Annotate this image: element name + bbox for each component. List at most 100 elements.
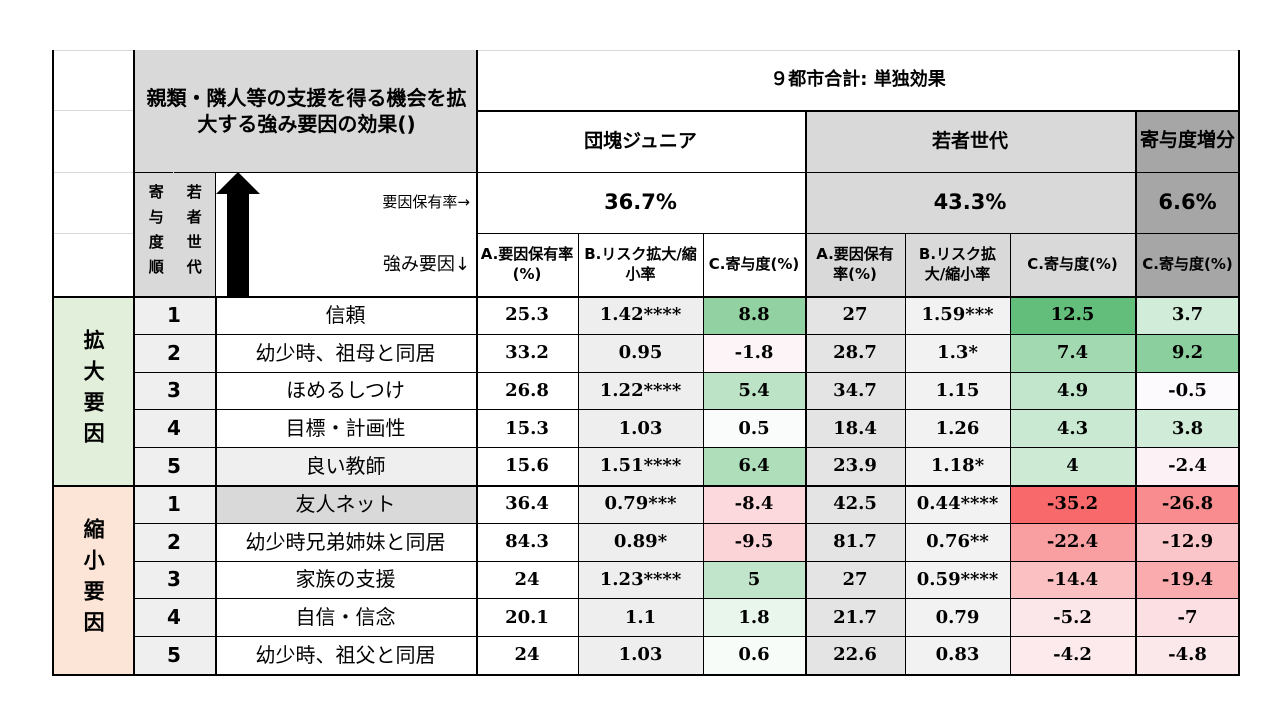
rule — [215, 172, 216, 296]
rate-cell: 27 — [805, 560, 905, 599]
rule — [133, 485, 1240, 487]
rank-cell: 4 — [167, 416, 181, 441]
rate-cell: 21.7 — [805, 598, 905, 637]
rate-cell: 36.4 — [505, 493, 549, 515]
risk-cell: 1.18* — [905, 447, 1010, 485]
group2-bg — [805, 110, 1135, 296]
table-title: 親類・隣人等の支援を得る機会を拡大する強み要因の効果() — [146, 86, 467, 136]
risk-cell: 0.79 — [905, 598, 1010, 637]
rate-cell: 33.2 — [505, 342, 549, 363]
grid-line — [52, 172, 133, 173]
rank-cell: 5 — [167, 454, 181, 479]
rule — [133, 172, 1240, 173]
rate-cell: 20.1 — [505, 606, 549, 628]
rate-cell: 25.3 — [505, 304, 549, 326]
rank-cell: 3 — [167, 378, 181, 403]
rate-cell: 24 — [514, 644, 540, 666]
contribution-cell: 1.8 — [703, 598, 805, 637]
factor-cell: 家族の支援 — [295, 567, 396, 592]
rule — [133, 598, 1240, 600]
rule — [133, 50, 135, 674]
sidebar-bg — [133, 172, 215, 296]
rate-cell: 28.7 — [805, 333, 905, 372]
rank-cell: 2 — [167, 529, 181, 554]
contribution-cell: 0.6 — [703, 636, 805, 674]
group3-bg — [1135, 110, 1240, 296]
rate-cell: 18.4 — [805, 409, 905, 448]
rate-cell: 26.8 — [505, 379, 549, 401]
grid-line — [52, 110, 133, 111]
contribution-cell: -22.4 — [1010, 522, 1135, 561]
risk-cell: 1.23**** — [578, 560, 703, 599]
contribution-cell: -1.8 — [703, 333, 805, 372]
risk-cell: 1.3* — [905, 333, 1010, 372]
subheader-col-c: C.寄与度(%) — [1142, 254, 1233, 273]
subheader-col-a: A.要因保有率(%) — [480, 245, 574, 283]
risk-cell: 0.95 — [578, 333, 703, 372]
arrow-up-icon — [227, 194, 249, 296]
rule — [52, 296, 1240, 298]
contribution-cell: 12.5 — [1010, 296, 1135, 334]
increment-cell: -26.8 — [1135, 485, 1240, 523]
factor-cell: 良い教師 — [215, 447, 476, 485]
possession-label: 要因保有率→ — [382, 192, 470, 211]
increment-cell: -2.4 — [1135, 447, 1240, 485]
rule — [52, 50, 54, 676]
rate-cell: 24 — [514, 568, 540, 590]
contribution-cell: 4.9 — [1010, 371, 1135, 410]
factor-cell: 友人ネット — [215, 485, 476, 523]
effects-table: 親類・隣人等の支援を得る機会を拡大する強み要因の効果() ９都市合計: 単独効果団… — [52, 50, 1240, 676]
rank-cell: 1 — [167, 491, 181, 516]
factor-label: 強み要因↓ — [382, 253, 470, 275]
rank-cell: 1 — [167, 302, 181, 327]
rule — [578, 233, 579, 674]
rule — [703, 233, 704, 674]
arrow-head-icon — [216, 172, 260, 194]
subheader-col-b: B.リスク拡大/縮小率 — [584, 245, 697, 283]
risk-cell: 1.51**** — [578, 447, 703, 485]
increment-cell: -12.9 — [1135, 522, 1240, 561]
rate-cell: 27 — [805, 296, 905, 334]
subheader-col-c: C.寄与度(%) — [708, 254, 800, 273]
contribution-cell: 4.3 — [1010, 409, 1135, 448]
subheader-col-c: C.寄与度(%) — [1027, 254, 1118, 273]
factor-cell: 信頼 — [325, 302, 366, 327]
contribution-cell: 4 — [1010, 447, 1135, 485]
group3-rate: 6.6% — [1158, 189, 1217, 214]
increment-cell: -0.5 — [1135, 371, 1240, 410]
contribution-cell: 0.5 — [703, 409, 805, 448]
contribution-cell: 5.4 — [703, 371, 805, 410]
risk-cell: 1.03 — [578, 409, 703, 448]
contribution-cell: -14.4 — [1010, 560, 1135, 599]
rule — [133, 636, 1240, 638]
factor-cell: 幼少時兄弟姉妹と同居 — [245, 529, 446, 554]
risk-cell: 1.15 — [905, 371, 1010, 410]
sidebar-rank-label: 寄与度順 — [146, 184, 165, 284]
grid-line — [173, 172, 174, 296]
risk-cell: 0.44**** — [905, 485, 1010, 523]
increment-cell: 3.8 — [1135, 409, 1240, 448]
factor-cell: 自信・信念 — [295, 605, 396, 630]
rank-cell: 2 — [167, 340, 181, 365]
rule — [1238, 50, 1240, 676]
increment-cell: 9.2 — [1135, 333, 1240, 372]
risk-cell: 1.26 — [905, 409, 1010, 448]
rate-cell: 15.6 — [505, 455, 549, 477]
rule — [1135, 110, 1137, 674]
subheader-col-a: A.要因保有率(%) — [816, 245, 894, 283]
rule — [133, 409, 1240, 411]
section-label-shrink: 縮小要因 — [81, 517, 106, 642]
grid-line — [52, 233, 133, 234]
group2-title: 若者世代 — [931, 129, 1008, 152]
contribution-cell: -35.2 — [1010, 485, 1135, 523]
rate-cell: 34.7 — [805, 371, 905, 410]
rule — [133, 447, 1240, 449]
risk-cell: 1.22**** — [578, 371, 703, 410]
rank-cell: 3 — [167, 567, 181, 592]
contribution-cell: -5.2 — [1010, 598, 1135, 637]
title-bg — [133, 50, 476, 172]
factor-cell: 幼少時、祖父と同居 — [255, 643, 436, 668]
rank-cell: 4 — [167, 605, 181, 630]
rule — [133, 560, 1240, 562]
expand-bg — [52, 296, 133, 485]
